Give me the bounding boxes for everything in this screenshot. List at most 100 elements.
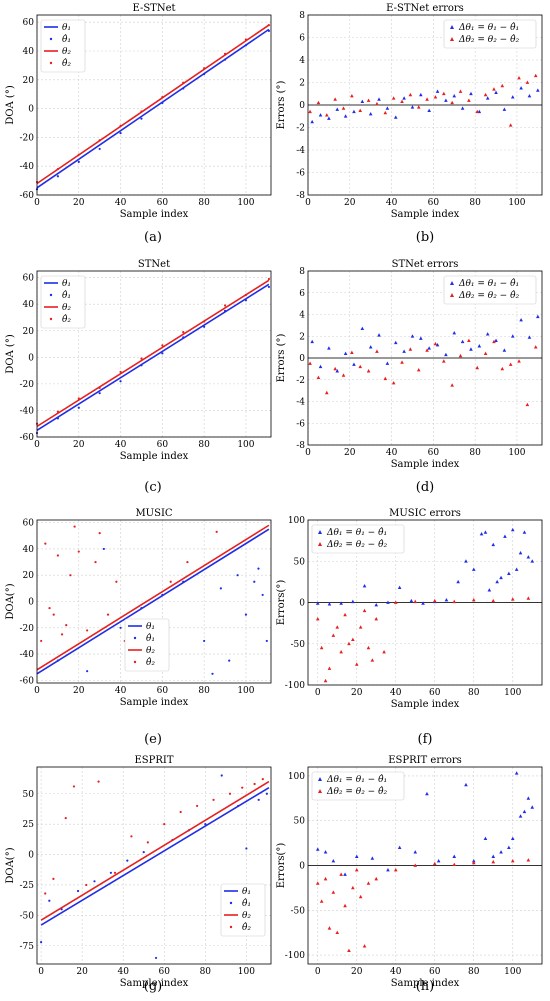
legend-label: Δθ₂ = θ₂ − θ̂₂	[458, 34, 519, 45]
legend-marker	[133, 660, 137, 664]
y-tick-label: 50	[294, 557, 306, 567]
legend-label: Δθ₂ = θ₂ − θ̂₂	[326, 539, 387, 550]
legend-marker	[450, 293, 454, 297]
doa-point	[203, 67, 206, 70]
x-tick-label: 40	[386, 198, 398, 208]
error-point	[450, 100, 454, 105]
y-tick-label: -50	[291, 640, 306, 650]
error-point	[352, 362, 356, 366]
series-line	[40, 786, 270, 926]
error-point	[343, 612, 347, 617]
doa-point	[212, 798, 215, 801]
y-tick-label: 100	[288, 516, 305, 526]
x-tick-label: 80	[468, 688, 480, 698]
error-point	[419, 336, 423, 340]
error-point	[510, 859, 515, 863]
y-tick-label: 100	[288, 772, 305, 782]
legend-marker	[450, 25, 454, 29]
error-point	[525, 80, 530, 84]
error-point	[526, 796, 531, 800]
error-point	[475, 109, 480, 114]
error-point	[526, 858, 531, 862]
panel-a: 0 20 40 60 80 100 -60 -40 -20 0 20 40 60 E-STNet Sampl…	[5, 3, 272, 220]
error-point	[325, 113, 329, 117]
x-tick-label: 80	[469, 448, 481, 458]
doa-point	[44, 892, 47, 895]
doa-point	[161, 101, 164, 104]
legend-label: θ̂₁	[62, 34, 71, 45]
y-tick-label: 40	[23, 545, 35, 555]
error-point	[366, 881, 371, 885]
y-tick-label: -40	[20, 162, 35, 172]
panel-label: (c)	[144, 480, 161, 495]
doa-point	[182, 87, 185, 90]
x-axis-label: Sample index	[391, 459, 460, 470]
error-point	[494, 338, 498, 342]
legend-box	[40, 19, 86, 73]
error-point	[444, 352, 448, 357]
doa-point	[223, 304, 227, 307]
y-tick-label: 8	[299, 11, 305, 21]
error-point	[500, 366, 505, 371]
error-point	[536, 314, 540, 319]
error-point	[526, 596, 531, 600]
error-point	[360, 99, 365, 104]
legend: θ₁θ̂₁ θ₂θ̂₂	[40, 275, 86, 329]
error-point	[343, 903, 347, 908]
error-point	[450, 383, 454, 387]
error-point	[319, 645, 324, 650]
x-tick-label: 100	[238, 967, 255, 977]
y-tick-label: 4	[299, 56, 305, 66]
doa-point	[77, 550, 80, 553]
doa-point	[236, 574, 239, 577]
doa-point	[169, 580, 172, 583]
error-point	[385, 106, 390, 110]
error-point	[536, 88, 540, 92]
y-axis-label: DOA(°)	[5, 847, 16, 883]
doa-point	[52, 877, 55, 880]
x-tick-label: 40	[115, 198, 127, 208]
error-point	[339, 601, 343, 605]
doa-point	[98, 147, 101, 151]
error-point	[327, 926, 332, 930]
error-point	[436, 859, 441, 863]
error-point	[335, 625, 340, 629]
doa-point	[215, 530, 218, 533]
y-axis-label: Errors(°)	[276, 580, 287, 626]
chart-title: MUSIC	[135, 508, 172, 519]
x-tick-label: 20	[344, 448, 356, 458]
error-point	[413, 863, 418, 867]
y-tick-label: 6	[299, 34, 305, 44]
error-point	[510, 597, 515, 601]
y-tick-label: -100	[285, 681, 305, 691]
error-point	[518, 814, 523, 818]
y-tick-label: -60	[20, 676, 35, 686]
error-point	[350, 94, 354, 98]
error-point	[318, 113, 323, 117]
series-line	[36, 528, 270, 675]
doa-point	[203, 320, 206, 323]
x-tick-label: 20	[73, 686, 85, 696]
error-point	[471, 860, 476, 865]
error-point	[382, 650, 386, 654]
x-tick-label: 20	[351, 688, 363, 698]
plot-frame	[36, 270, 272, 438]
legend-marker	[229, 925, 233, 929]
legend-label: θ₁	[62, 23, 71, 33]
legend-label: θ₂	[242, 911, 251, 921]
error-point	[308, 109, 312, 114]
doa-point	[56, 417, 59, 420]
error-point	[375, 349, 379, 353]
legend-marker	[49, 317, 53, 321]
x-tick-label: 80	[469, 198, 481, 208]
doa-point	[253, 580, 256, 583]
panel-c: 0 20 40 60 80 100 -60 -40 -20 0 20 40 60 STNet Sample …	[5, 259, 272, 462]
doa-point	[142, 851, 145, 854]
error-point	[508, 123, 513, 127]
x-tick-label: 0	[34, 686, 40, 696]
y-tick-label: -50	[291, 906, 306, 916]
error-point	[393, 115, 398, 119]
doa-point	[211, 672, 214, 675]
legend-marker	[318, 777, 322, 781]
